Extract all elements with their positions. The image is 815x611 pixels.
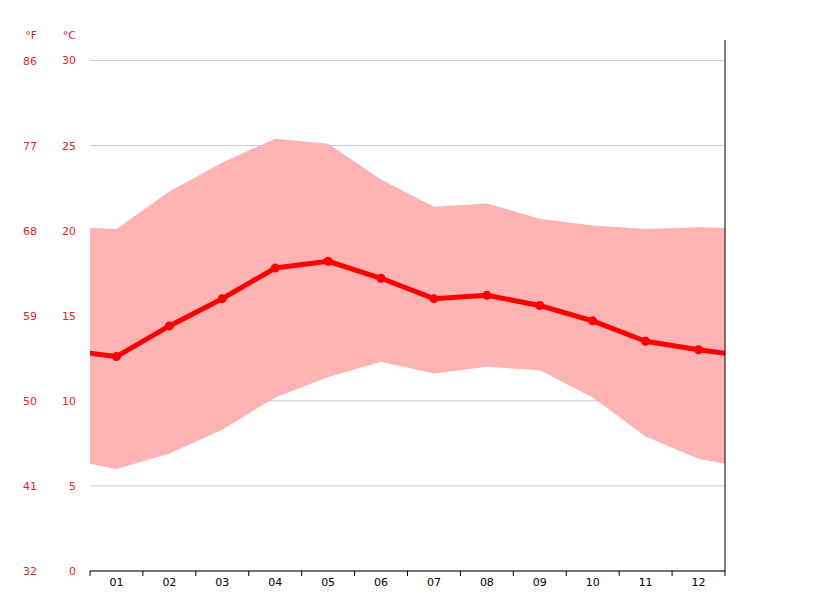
y-axis — [725, 40, 726, 571]
x-tick-label: 06 — [374, 576, 388, 589]
x-tick-label: 07 — [427, 576, 441, 589]
chart: 05101520253032415059687786°C°F0102030405… — [0, 0, 815, 611]
grid-line — [90, 485, 725, 486]
x-tick — [619, 571, 620, 576]
range-area — [90, 139, 725, 469]
y2-tick-label: 77 — [23, 140, 37, 153]
y-tick-label: 30 — [62, 54, 76, 67]
point — [218, 294, 227, 303]
x-tick — [460, 571, 461, 576]
x-tick-label: 03 — [215, 576, 229, 589]
x-tick-label: 04 — [268, 576, 282, 589]
grid-line — [90, 60, 725, 61]
point — [429, 294, 438, 303]
point — [588, 316, 597, 325]
point — [324, 257, 333, 266]
y2-tick-label: 68 — [23, 225, 37, 238]
y-tick-label: 5 — [69, 480, 76, 493]
x-tick-label: 02 — [162, 576, 176, 589]
x-tick — [407, 571, 408, 576]
x-tick — [90, 571, 91, 576]
x-tick — [725, 571, 726, 576]
x-tick — [142, 571, 143, 576]
point — [535, 301, 544, 310]
point — [112, 352, 121, 361]
x-tick — [566, 571, 567, 576]
y2-tick-label: 41 — [23, 480, 37, 493]
x-tick-label: 01 — [109, 576, 123, 589]
y2-tick-label: 50 — [23, 395, 37, 408]
y-tick-label: 20 — [62, 225, 76, 238]
plot-area — [90, 139, 725, 469]
x-tick — [354, 571, 355, 576]
y2-tick-label: 32 — [23, 565, 37, 578]
point — [482, 291, 491, 300]
y2-tick-label: 59 — [23, 310, 37, 323]
y-tick-label: 0 — [69, 565, 76, 578]
point — [641, 337, 650, 346]
x-tick — [248, 571, 249, 576]
x-tick-label: 05 — [321, 576, 335, 589]
y-tick-label: 10 — [62, 395, 76, 408]
y-axis-label: °C — [63, 29, 77, 42]
y-tick-label: 25 — [62, 140, 76, 153]
x-tick — [195, 571, 196, 576]
y-tick-label: 15 — [62, 310, 76, 323]
grid-line — [90, 145, 725, 146]
line — [116, 261, 698, 356]
point — [165, 321, 174, 330]
x-tick-label: 09 — [533, 576, 547, 589]
x-tick-label: 12 — [692, 576, 706, 589]
point — [271, 264, 280, 273]
point — [377, 274, 386, 283]
x-tick — [301, 571, 302, 576]
y2-axis-label: °F — [25, 29, 37, 42]
y2-tick-label: 86 — [23, 55, 37, 68]
point — [694, 345, 703, 354]
x-tick — [513, 571, 514, 576]
x-tick — [672, 571, 673, 576]
x-tick-label: 08 — [480, 576, 494, 589]
x-tick-label: 11 — [639, 576, 653, 589]
x-tick-label: 10 — [586, 576, 600, 589]
